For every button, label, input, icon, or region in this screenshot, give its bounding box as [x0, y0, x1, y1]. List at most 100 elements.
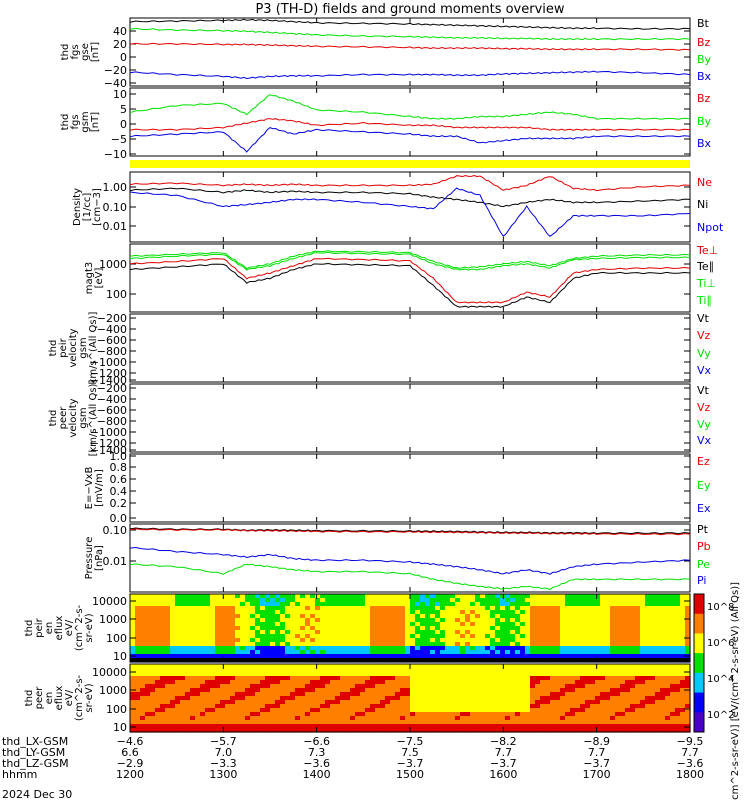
spectrogram-cell	[600, 696, 606, 701]
spectrogram-cell	[250, 664, 256, 669]
spectrogram-cell	[130, 708, 136, 713]
spectrogram-cell	[345, 642, 351, 647]
spectrogram-cell	[205, 720, 211, 725]
spectrogram-cell	[315, 668, 321, 673]
spectrogram-cell	[410, 630, 416, 635]
spectrogram-cell	[340, 692, 346, 697]
spectrogram-cell	[230, 696, 236, 701]
spectrogram-cell	[435, 594, 441, 599]
spectrogram-cell	[675, 638, 681, 643]
spectrogram-cell	[225, 680, 231, 685]
spectrogram-cell	[570, 654, 576, 659]
spectrogram-cell	[570, 672, 576, 677]
spectrogram-cell	[595, 602, 601, 607]
spectrogram-cell	[455, 634, 461, 639]
spectrogram-cell	[345, 598, 351, 603]
spectrogram-cell	[260, 708, 266, 713]
spectrogram-cell	[400, 684, 406, 689]
spectrogram-cell	[320, 606, 326, 611]
spectrogram-cell	[650, 598, 656, 603]
spectrogram-cell	[675, 712, 681, 717]
spectrogram-cell	[505, 696, 511, 701]
spectrogram-cell	[495, 638, 501, 643]
spectrogram-cell	[640, 728, 646, 733]
spectrogram-cell	[195, 598, 201, 603]
spectrogram-cell	[160, 610, 166, 615]
spectrogram-cell	[470, 642, 476, 647]
spectrogram-cell	[585, 672, 591, 677]
spectrogram-cell	[315, 684, 321, 689]
y-tick-label: 10000	[92, 595, 127, 608]
spectrogram-cell	[645, 724, 651, 729]
spectrogram-cell	[370, 642, 376, 647]
spectrogram-cell	[160, 598, 166, 603]
spectrogram-cell	[670, 654, 676, 659]
spectrogram-cell	[430, 650, 436, 655]
spectrogram-cell	[685, 650, 691, 655]
spectrogram-cell	[180, 676, 186, 681]
spectrogram-cell	[660, 598, 666, 603]
spectrogram-cell	[550, 634, 556, 639]
spectrogram-cell	[455, 692, 461, 697]
spectrogram-cell	[230, 646, 236, 651]
spectrogram-cell	[355, 626, 361, 631]
spectrogram-cell	[325, 606, 331, 611]
spectrogram-cell	[555, 672, 561, 677]
spectrogram-cell	[195, 618, 201, 623]
spectrogram-cell	[530, 704, 536, 709]
spectrogram-cell	[155, 724, 161, 729]
spectrogram-cell	[380, 704, 386, 709]
spectrogram-cell	[455, 646, 461, 651]
y-tick-label: −40	[104, 77, 127, 90]
spectrogram-cell	[530, 634, 536, 639]
spectrogram-cell	[150, 626, 156, 631]
spectrogram-cell	[345, 602, 351, 607]
spectrogram-cell	[230, 676, 236, 681]
spectrogram-cell	[325, 638, 331, 643]
spectrogram-cell	[305, 704, 311, 709]
spectrogram-cell	[335, 668, 341, 673]
spectrogram-cell	[365, 680, 371, 685]
spectrogram-cell	[295, 724, 301, 729]
spectrogram-cell	[305, 672, 311, 677]
spectrogram-cell	[575, 614, 581, 619]
spectrogram-cell	[425, 720, 431, 725]
legend-By: By	[697, 115, 712, 128]
spectrogram-cell	[630, 594, 636, 599]
spectrogram-cell	[555, 728, 561, 733]
spectrogram-cell	[545, 622, 551, 627]
spectrogram-cell	[620, 618, 626, 623]
spectrogram-cell	[565, 716, 571, 721]
y-tick-label: 0.4	[110, 485, 128, 498]
spectrogram-cell	[295, 594, 301, 599]
spectrogram-cell	[390, 684, 396, 689]
spectrogram-cell	[505, 728, 511, 733]
spectrogram-cell	[330, 602, 336, 607]
spectrogram-cell	[430, 602, 436, 607]
x-tick-label: −7.5	[397, 735, 424, 748]
spectrogram-cell	[565, 708, 571, 713]
spectrogram-cell	[490, 712, 496, 717]
spectrogram-cell	[485, 696, 491, 701]
spectrogram-cell	[225, 606, 231, 611]
spectrogram-cell	[560, 630, 566, 635]
spectrogram-cell	[595, 606, 601, 611]
colorbar-tick-label: 10^6	[707, 638, 734, 649]
spectrogram-cell	[160, 704, 166, 709]
panel-frame	[129, 313, 691, 383]
spectrogram-cell	[570, 602, 576, 607]
spectrogram-cell	[675, 598, 681, 603]
spectrogram-cell	[140, 618, 146, 623]
panel-frame	[129, 453, 691, 523]
spectrogram-cell	[525, 728, 531, 733]
spectrogram-cell	[225, 704, 231, 709]
spectrogram-cell	[610, 622, 616, 627]
spectrogram-cell	[615, 696, 621, 701]
spectrogram-cell	[285, 672, 291, 677]
spectrogram-cell	[245, 614, 251, 619]
spectrogram-cell	[540, 724, 546, 729]
spectrogram-cell	[595, 598, 601, 603]
spectrogram-cell	[580, 614, 586, 619]
spectrogram-cell	[510, 642, 516, 647]
spectrogram-cell	[185, 594, 191, 599]
